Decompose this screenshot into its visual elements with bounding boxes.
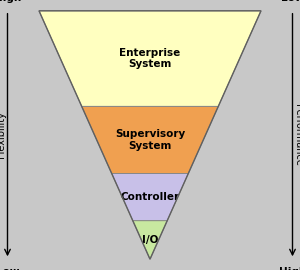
Text: Performance: Performance [293, 104, 300, 166]
Text: High: High [0, 0, 21, 3]
Text: Enterprise
System: Enterprise System [119, 48, 181, 69]
Polygon shape [112, 174, 188, 221]
Text: I/O: I/O [142, 235, 158, 245]
Text: Low: Low [0, 267, 19, 270]
Polygon shape [82, 106, 218, 174]
Polygon shape [39, 11, 261, 106]
Text: Flexibility: Flexibility [0, 112, 7, 158]
Polygon shape [133, 221, 167, 259]
Text: Controller: Controller [120, 192, 180, 202]
Text: Supervisory
System: Supervisory System [115, 129, 185, 151]
Text: Low: Low [281, 0, 300, 3]
Text: High: High [279, 267, 300, 270]
